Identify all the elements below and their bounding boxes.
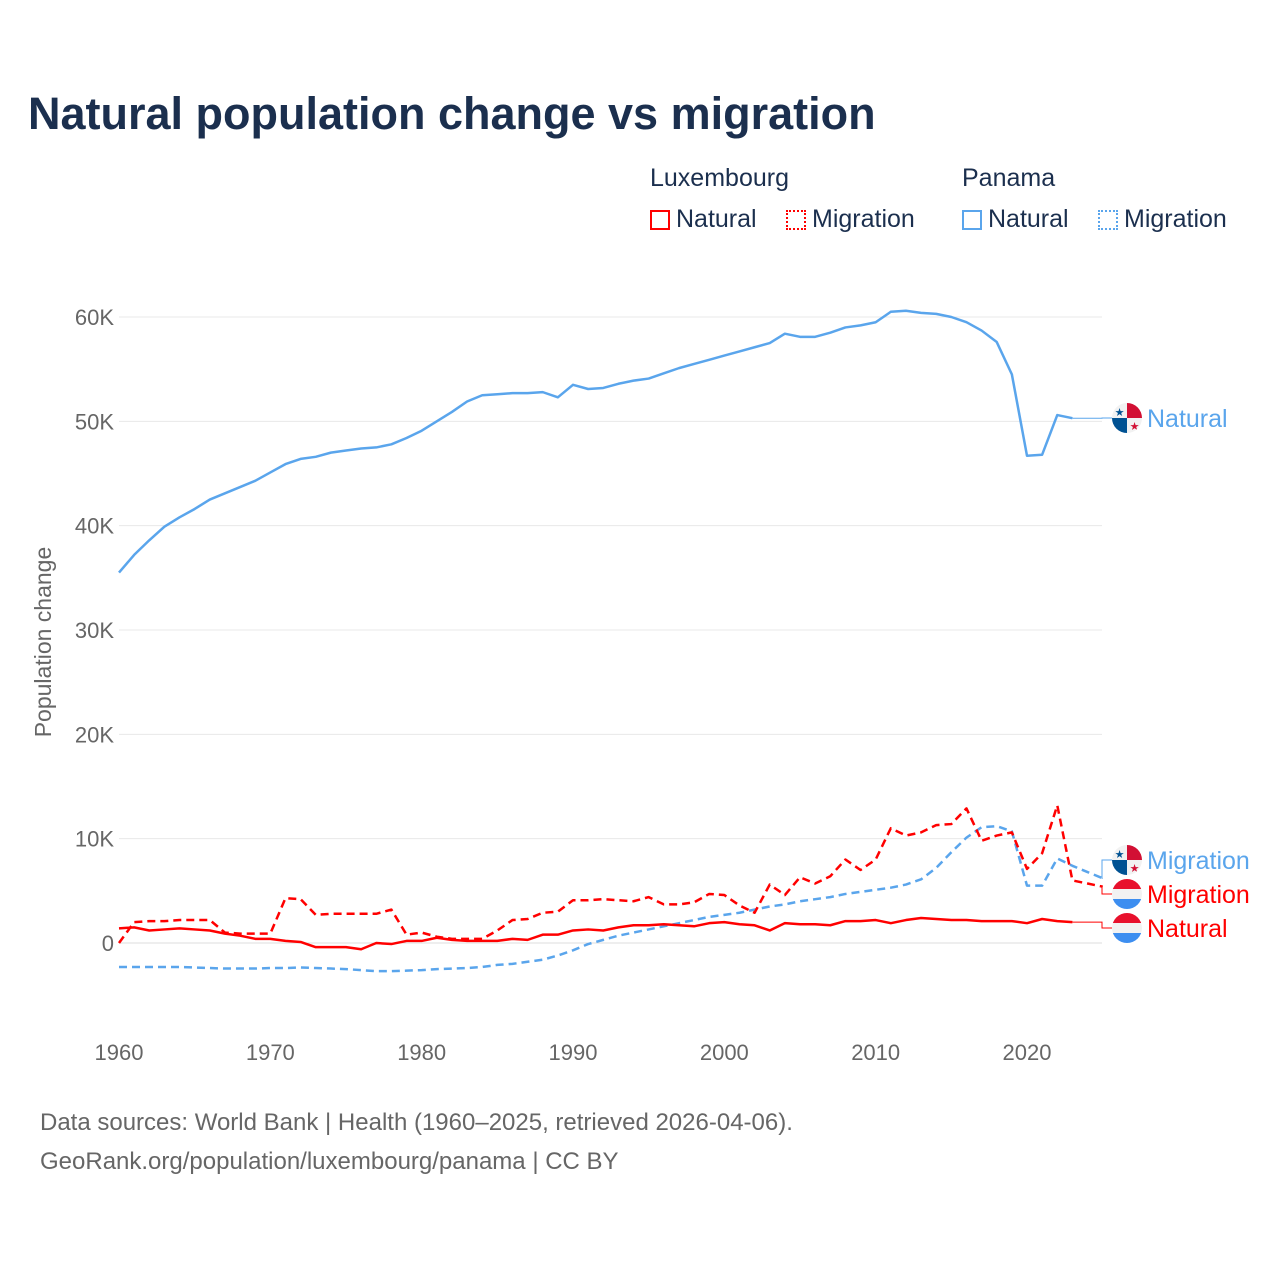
end-label: Natural <box>1147 405 1228 433</box>
flag-red <box>1112 879 1142 889</box>
legend-group-luxembourg: Luxembourg <box>650 164 789 192</box>
end-label: Migration <box>1147 881 1250 909</box>
y-tick-label: 30K <box>75 618 114 643</box>
x-tick-label: 1960 <box>95 1040 144 1065</box>
flag-red <box>1127 845 1142 860</box>
legend-label: Migration <box>812 205 915 233</box>
flag-red <box>1112 913 1142 923</box>
solid-swatch-icon <box>650 209 670 230</box>
legend-lux-migration[interactable]: Migration <box>786 205 915 234</box>
solid-swatch-icon <box>962 209 982 230</box>
flag-body <box>1112 913 1142 943</box>
series-line-panama-natural <box>118 309 1073 574</box>
flag-red <box>1127 403 1142 418</box>
dotted-swatch-icon <box>786 209 806 230</box>
x-tick-label: 1970 <box>246 1040 295 1065</box>
x-tick-label: 2010 <box>851 1040 900 1065</box>
y-tick-label: 40K <box>75 514 114 539</box>
y-tick-label: 60K <box>75 305 114 330</box>
flag-star: ★ <box>1115 849 1125 861</box>
flag-body <box>1112 879 1142 909</box>
panama-flag-icon: ★★ <box>1112 403 1142 433</box>
x-tick-label: 2000 <box>700 1040 749 1065</box>
legend-label: Natural <box>676 205 757 233</box>
flag-star: ★ <box>1130 863 1140 875</box>
label-connector <box>1072 921 1112 929</box>
chart-title: Natural population change vs migration <box>28 88 876 139</box>
series-line-luxembourg-migration <box>117 804 1103 944</box>
flag-blue <box>1112 860 1127 875</box>
flag-white <box>1112 923 1142 933</box>
label-connector <box>1101 859 1112 879</box>
luxembourg-flag-icon <box>1112 879 1142 909</box>
end-label: Natural <box>1147 915 1228 943</box>
flag-star: ★ <box>1130 421 1140 433</box>
y-axis-title: Population change <box>30 547 56 738</box>
series-line-luxembourg-natural <box>118 916 1073 951</box>
y-tick-label: 20K <box>75 722 114 747</box>
legend-panama-migration[interactable]: Migration <box>1098 205 1227 234</box>
source-link[interactable]: GeoRank.org/population/luxembourg/panama… <box>40 1148 619 1175</box>
panama-flag-icon: ★★ <box>1112 845 1142 875</box>
end-label: Migration <box>1147 847 1250 875</box>
label-connector <box>1101 886 1112 895</box>
legend-panama-natural[interactable]: Natural <box>962 205 1069 234</box>
flag-body: ★★ <box>1112 403 1142 433</box>
flag-body: ★★ <box>1112 845 1142 875</box>
x-tick-label: 1980 <box>397 1040 446 1065</box>
legend-group-panama: Panama <box>962 164 1056 192</box>
legend-label: Migration <box>1124 205 1227 233</box>
legend-lux-natural[interactable]: Natural <box>650 205 757 234</box>
legend-label: Natural <box>988 205 1069 233</box>
dotted-swatch-icon <box>1098 209 1118 230</box>
x-tick-label: 1990 <box>549 1040 598 1065</box>
source-note: Data sources: World Bank | Health (1960–… <box>40 1109 793 1136</box>
flag-blue <box>1112 933 1142 943</box>
series-line-panama-migration <box>119 824 1104 973</box>
y-tick-label: 50K <box>75 409 114 434</box>
y-tick-label: 10K <box>75 827 114 852</box>
flag-blue <box>1112 899 1142 909</box>
flag-blue <box>1112 418 1127 433</box>
luxembourg-flag-icon <box>1112 913 1142 943</box>
flag-white <box>1112 889 1142 899</box>
y-tick-label: 0 <box>102 931 114 956</box>
x-tick-label: 2020 <box>1003 1040 1052 1065</box>
flag-star: ★ <box>1115 407 1125 419</box>
